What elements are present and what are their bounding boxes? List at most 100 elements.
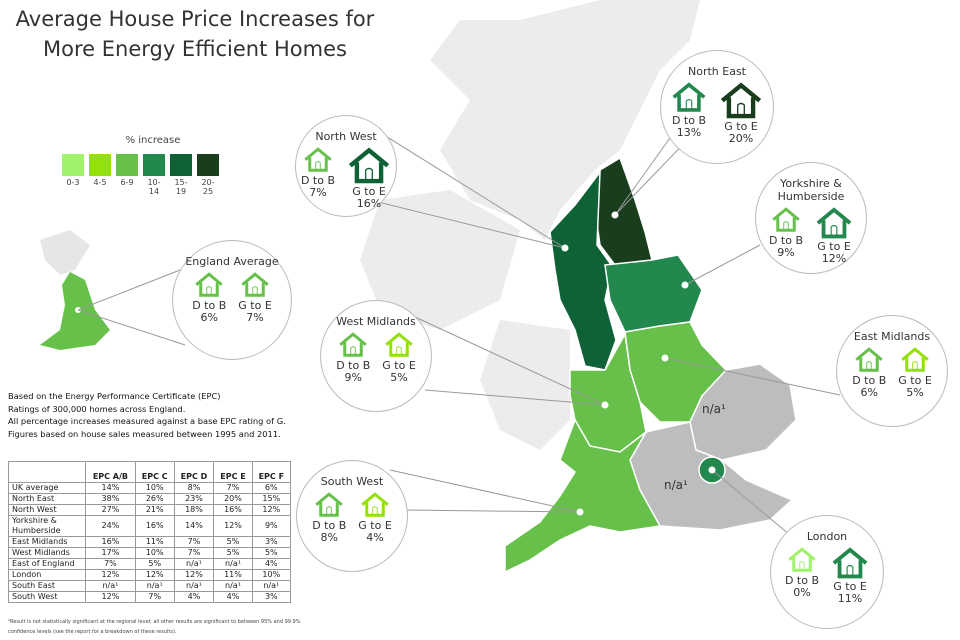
d-to-b: D to B 8% [312, 492, 346, 544]
g-label: G to E [898, 373, 932, 387]
g-value: 4% [366, 530, 384, 544]
legend-label: 20-25 [201, 178, 215, 196]
table-cell: 3% [251, 591, 292, 603]
house-icon [385, 332, 413, 357]
d-value: 0% [793, 585, 811, 599]
region-north-west [549, 169, 617, 371]
g-label: G to E [382, 358, 416, 372]
column-header: EPC F [251, 461, 292, 483]
table-row: South East n/a¹ n/a¹ n/a¹ n/a¹ n/a¹ [8, 580, 292, 592]
table-cell: n/a¹ [213, 558, 253, 570]
d-label: D to B [192, 298, 227, 312]
table-cell: 24% [85, 515, 136, 537]
g-to-e: G to E 4% [358, 492, 392, 544]
g-value: 5% [906, 385, 924, 399]
table-cell: 7% [173, 536, 215, 548]
callout-north-west: North West D to B 7% G to E 16% [295, 115, 397, 217]
g-value: 12% [821, 252, 847, 266]
d-label: D to B [300, 173, 336, 187]
table-cell: 7% [134, 591, 175, 603]
legend-bin: 6-9 [116, 154, 138, 187]
table-cell: 16% [213, 504, 253, 516]
legend-swatch [89, 154, 111, 176]
g-label: G to E [358, 518, 392, 532]
house-icon [361, 492, 389, 517]
map-label-east-of-england: n/a¹ [702, 402, 726, 416]
table-row: West Midlands 17% 10% 7% 5% 5% [8, 547, 292, 559]
table-row: East of England 7% 5% n/a¹ n/a¹ 4% [8, 558, 292, 570]
house-icon [720, 82, 762, 119]
region-markers [561, 211, 716, 516]
table-cell: n/a¹ [85, 580, 136, 592]
table-cell: West Midlands [8, 547, 86, 559]
region-name: England Average [185, 255, 279, 268]
house-icon [304, 147, 332, 172]
table-cell: 5% [213, 536, 253, 548]
legend-label: 15-19 [174, 178, 188, 196]
table-cell: 12% [213, 515, 253, 537]
region-east-of-england [689, 363, 797, 461]
table-cell: 12% [251, 504, 292, 516]
table-cell: North West [8, 504, 86, 516]
callout-north-east: North East D to B 13% G to E 20% [660, 50, 774, 164]
table-cell: 16% [134, 515, 175, 537]
callout-east-midlands: East Midlands D to B 6% G to E 5% [836, 315, 948, 427]
d-to-b: D to B 13% [671, 82, 707, 145]
table-cell: 3% [251, 536, 292, 548]
d-to-b: D to B 6% [192, 272, 226, 324]
legend-swatch [62, 154, 84, 176]
table-cell: 14% [85, 482, 136, 494]
d-to-b: D to B 0% [785, 547, 819, 605]
house-icon [195, 272, 223, 297]
callout-south-west: South West D to B 8% G to E 4% [296, 460, 408, 572]
note-line: Based on the Energy Performance Certific… [8, 391, 221, 401]
table-row: East Midlands 16% 11% 7% 5% 3% [8, 536, 292, 548]
house-icon [832, 547, 868, 579]
legend-label: 0-3 [66, 178, 80, 187]
table-cell: 12% [85, 569, 136, 581]
table-cell: 4% [251, 558, 292, 570]
table-row: North West 27% 21% 18% 16% 12% [8, 504, 292, 516]
house-icon [339, 332, 367, 357]
map-label-south-east: n/a¹ [664, 478, 688, 492]
g-label: G to E [833, 580, 867, 594]
g-label: G to E [352, 185, 386, 199]
region-name: East Midlands [853, 330, 931, 343]
legend-label: 10-14 [147, 178, 161, 196]
table-cell: 20% [213, 493, 253, 505]
table-cell: 21% [134, 504, 175, 516]
column-header [8, 461, 86, 483]
region-name: North West [315, 130, 377, 143]
column-header: EPC A/B [85, 461, 136, 483]
note-line: All percentage increases measured agains… [8, 416, 286, 426]
table-cell: 12% [173, 569, 215, 581]
region-south-west [504, 418, 662, 574]
legend-bin: 20-25 [197, 154, 219, 196]
note-line: Figures based on house sales measured be… [8, 428, 281, 439]
d-label: D to B [336, 358, 371, 372]
region-name: London [806, 530, 848, 543]
table-cell: 23% [173, 493, 215, 505]
callout-london: London D to B 0% G to E 11% [770, 515, 884, 629]
g-label: G to E [724, 120, 758, 134]
legend-title: % increase [125, 135, 181, 146]
table-cell: 7% [173, 547, 215, 559]
epc-table: EPC A/B EPC C EPC D EPC E EPC F UK average 14%… [8, 461, 292, 603]
table-cell: 5% [213, 547, 253, 559]
d-label: D to B [768, 233, 804, 247]
legend: % increase 0-3 4-5 6-9 10-14 15-19 20-25 [62, 135, 224, 196]
table-cell: 16% [85, 536, 136, 548]
table-cell: South East [8, 580, 86, 592]
g-to-e: G to E 7% [238, 272, 272, 324]
table-cell: 4% [213, 591, 253, 603]
table-cell: 17% [85, 547, 136, 559]
table-cell: 11% [134, 536, 175, 548]
region-name: Yorkshire & Humberside [777, 177, 845, 203]
house-icon [672, 82, 706, 112]
house-icon [772, 207, 800, 232]
table-cell: 5% [134, 558, 175, 570]
table-cell: North East [8, 493, 86, 505]
legend-bin: 10-14 [143, 154, 165, 196]
d-label: D to B [852, 373, 887, 387]
